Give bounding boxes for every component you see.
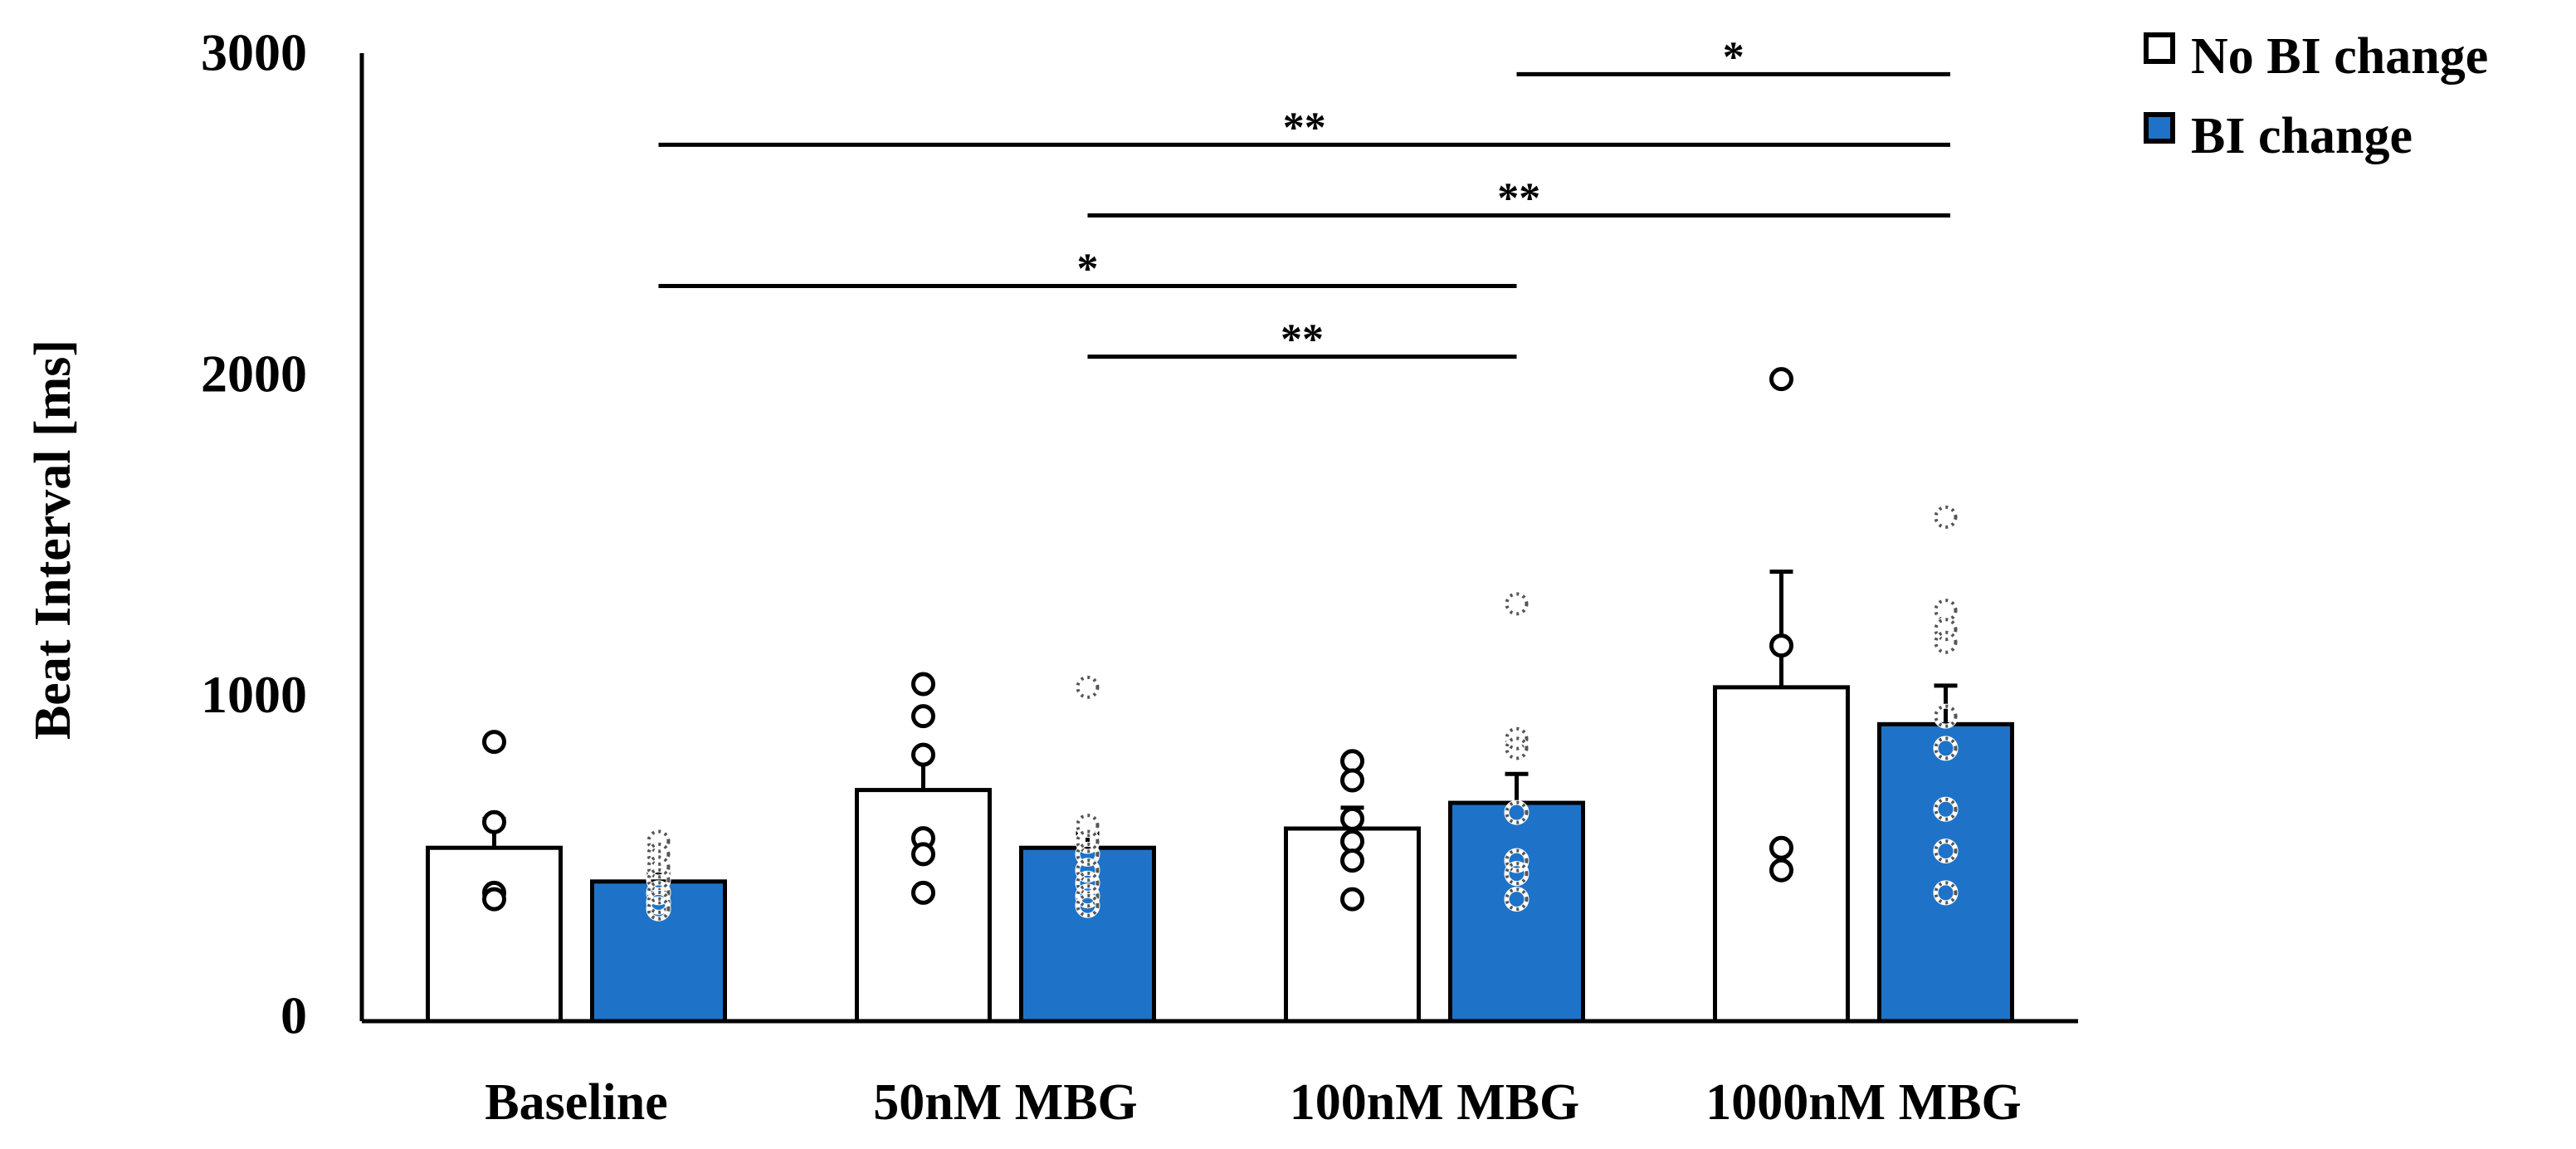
data-point-outline — [646, 855, 671, 879]
legend: No BI change BI change — [2144, 28, 2488, 164]
data-point — [911, 880, 935, 905]
x-category-label: 100nM MBG — [1290, 1074, 1580, 1131]
y-tick-label: 1000 — [201, 665, 307, 724]
data-point-outline — [646, 868, 671, 892]
data-point-outline — [646, 829, 671, 853]
data-point — [1340, 768, 1364, 793]
data-point-outline — [646, 881, 671, 905]
data-point-outline — [1934, 618, 1958, 642]
data-point — [911, 742, 935, 767]
legend-label-bi-change: BI change — [2191, 108, 2413, 164]
data-point-outline — [1934, 704, 1958, 728]
data-point-outline — [1505, 848, 1529, 873]
data-point-outline — [1934, 630, 1958, 654]
data-points — [482, 367, 1959, 922]
legend-label-no-bi-change: No BI change — [2191, 28, 2488, 85]
data-point — [482, 730, 506, 755]
data-point-outline — [1505, 887, 1529, 912]
data-point — [911, 842, 935, 867]
y-tick-label: 3000 — [201, 23, 307, 82]
data-point-outline — [1076, 884, 1100, 908]
data-point-outline — [1505, 726, 1529, 751]
y-tick-label: 2000 — [201, 344, 307, 403]
data-point-outline — [1505, 800, 1529, 824]
significance-label: ** — [1281, 316, 1324, 364]
data-point-outline — [1934, 881, 1958, 905]
legend-swatch-bi-change — [2144, 112, 2175, 144]
data-point-outline — [1505, 862, 1529, 886]
bar — [1019, 845, 1156, 1024]
data-point — [1769, 633, 1793, 658]
data-point — [911, 704, 935, 729]
bar — [1448, 800, 1585, 1024]
data-point-outline — [646, 897, 671, 921]
x-category-label: 1000nM MBG — [1705, 1074, 2022, 1131]
data-point — [1340, 829, 1364, 853]
data-point — [1769, 835, 1793, 860]
data-point-outline — [1934, 839, 1958, 863]
data-point-outline — [1934, 505, 1958, 529]
data-point — [1340, 848, 1364, 873]
data-point — [1340, 806, 1364, 831]
x-category-label: Baseline — [485, 1074, 667, 1131]
significance-label: ** — [1283, 104, 1326, 151]
y-tick-label: 0 — [281, 986, 307, 1045]
data-point — [1769, 858, 1793, 883]
data-point-outline — [1505, 736, 1529, 760]
data-point-outline — [1076, 814, 1100, 838]
x-category-label: 50nM MBG — [873, 1074, 1138, 1131]
y-axis-label: Beat Interval [ms] — [25, 340, 81, 740]
data-point-outline — [1076, 842, 1100, 866]
axes: 0 1000 2000 3000 Baseline 50nM MBG 100nM MBG 10… — [201, 23, 2078, 1131]
legend-swatch-no-bi-change — [2144, 32, 2175, 64]
data-point-outline — [1076, 871, 1100, 895]
bar — [855, 788, 992, 1024]
data-point — [1340, 749, 1364, 774]
data-point — [482, 887, 506, 912]
data-point-outline — [1934, 797, 1958, 821]
data-point — [482, 809, 506, 834]
data-point — [1340, 887, 1364, 912]
significance-label: * — [1077, 246, 1099, 293]
data-point — [911, 672, 935, 697]
significance-label: * — [1723, 33, 1744, 81]
data-point-outline — [1076, 829, 1100, 853]
significance-label: ** — [1497, 174, 1540, 222]
data-point-outline — [646, 842, 671, 866]
data-point-outline — [1505, 592, 1529, 616]
data-point-outline — [1076, 893, 1100, 917]
significance-brackets: ******** — [658, 33, 1950, 364]
data-point-outline — [1934, 736, 1958, 760]
bar — [1877, 721, 2014, 1024]
bar — [426, 845, 563, 1024]
data-point-outline — [1076, 675, 1100, 699]
data-point — [1769, 367, 1793, 392]
data-point-outline — [1076, 858, 1100, 883]
